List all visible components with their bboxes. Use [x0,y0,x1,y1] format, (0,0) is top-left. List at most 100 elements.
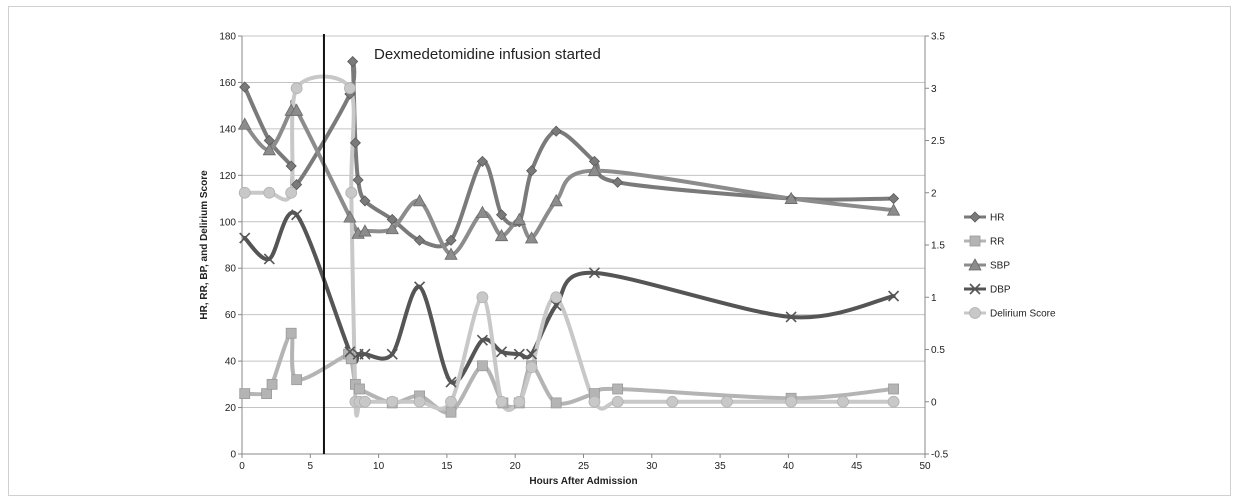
y-tick-label: 180 [219,32,236,43]
data-point-hr [612,176,624,188]
data-point-dbp [414,281,426,293]
data-point-hr [888,192,900,205]
data-point-rr [477,360,488,372]
x-tick-label: 35 [715,461,727,472]
data-point-hr [239,81,251,93]
legend-item: DBP [964,283,1011,296]
data-point-dbp [785,311,797,323]
y-axis-title: HR, RR, BP, and Delirium Score [199,170,210,320]
data-point-dbp [291,209,303,221]
data-point-delirium-score [345,186,358,199]
data-point-delirium-score [359,395,371,408]
legend-swatch-marker [969,235,981,247]
data-point-delirium-score [721,395,733,408]
data-point-delirium-score [344,82,356,95]
data-point-dbp [344,346,356,358]
data-point-sbp [494,228,509,242]
legend-label: Delirium Score [990,309,1056,320]
data-point-dbp [495,346,508,358]
data-point-delirium-score [285,186,298,199]
data-point-sbp [412,194,427,207]
data-point-delirium-score [445,395,457,408]
data-point-delirium-score [837,395,849,408]
data-point-delirium-score [550,291,563,304]
data-point-hr [349,137,361,149]
legend-item: SBP [964,258,1010,272]
data-point-rr [266,378,278,390]
x-tick-label: 10 [373,461,385,472]
legend-swatch-marker [969,283,981,295]
y-tick-label: 80 [225,264,237,275]
data-point-dbp [588,267,600,279]
legend-swatch-marker [968,258,982,271]
chart-frame: Dexmedetomidine infusion started 0 20 40 60… [8,6,1231,496]
data-point-sbp [886,203,901,216]
data-point-delirium-score [263,186,276,199]
data-point-delirium-score [588,395,601,408]
x-stroke [513,348,525,360]
x-stroke [526,348,538,360]
data-point-rr [888,383,899,395]
data-point-sbp [238,117,252,130]
data-point-sbp [587,163,602,177]
data-point-sbp [444,247,458,260]
legend-swatch-marker [969,211,981,223]
data-point-hr [495,209,508,221]
data-point-dbp [526,348,538,360]
data-point-sbp [289,103,304,116]
x-stroke [445,376,457,388]
series-line-sbp [242,99,896,257]
data-point-rr [285,327,297,339]
y-tick-label: 120 [219,171,236,182]
y-tick-label: 140 [219,124,236,135]
data-point-hr [414,234,426,246]
x-tick-label: 50 [919,461,931,472]
data-point-hr [550,125,562,137]
legend-label: HR [990,213,1004,224]
data-point-delirium-score [887,395,900,408]
line-chart: Dexmedetomidine infusion started 0204060… [199,32,1056,488]
data-point-delirium-score [290,82,303,95]
data-point-delirium-score [611,395,624,408]
x-tick-label: 5 [308,461,314,472]
x-tick-label: 40 [783,461,795,472]
x-stroke [588,267,600,279]
y-tick-label: 100 [219,217,236,228]
y2-tick-label: 3.5 [931,32,945,43]
y2-tick-label: 2.5 [931,136,945,147]
x-tick-label: 30 [646,461,658,472]
data-point-sbp [524,231,539,244]
legend-swatch-marker [969,307,981,319]
x-stroke [344,346,356,358]
data-point-hr [285,160,297,172]
legend-label: SBP [990,261,1010,272]
data-point-delirium-score [495,395,508,408]
x-tick-label: 25 [578,461,590,472]
data-point-sbp [549,194,563,207]
data-point-dbp [239,232,251,244]
x-stroke [476,334,488,346]
x-stroke [239,232,251,244]
data-point-rr [345,353,357,365]
data-point-sbp [385,221,399,235]
data-point-rr [445,406,457,418]
data-point-dbp [476,334,488,346]
data-point-dbp [888,290,900,302]
x-stroke [785,311,797,323]
data-point-hr [291,179,303,191]
legend-item: Delirium Score [964,307,1056,320]
annotation-label: Dexmedetomidine infusion started [374,46,601,63]
x-stroke [495,346,508,358]
data-point-hr [352,174,364,186]
x-tick-label: 20 [510,461,522,472]
x-stroke [291,209,303,221]
data-point-rr [239,388,251,400]
data-point-sbp [475,205,490,218]
data-point-dbp [513,348,525,360]
data-point-sbp [784,191,798,204]
y2-tick-label: 0.5 [931,345,945,356]
x-tick-label: 0 [239,461,245,472]
x-stroke [263,253,275,265]
y2-tick-label: 1 [931,293,937,304]
data-point-sbp [358,224,372,237]
